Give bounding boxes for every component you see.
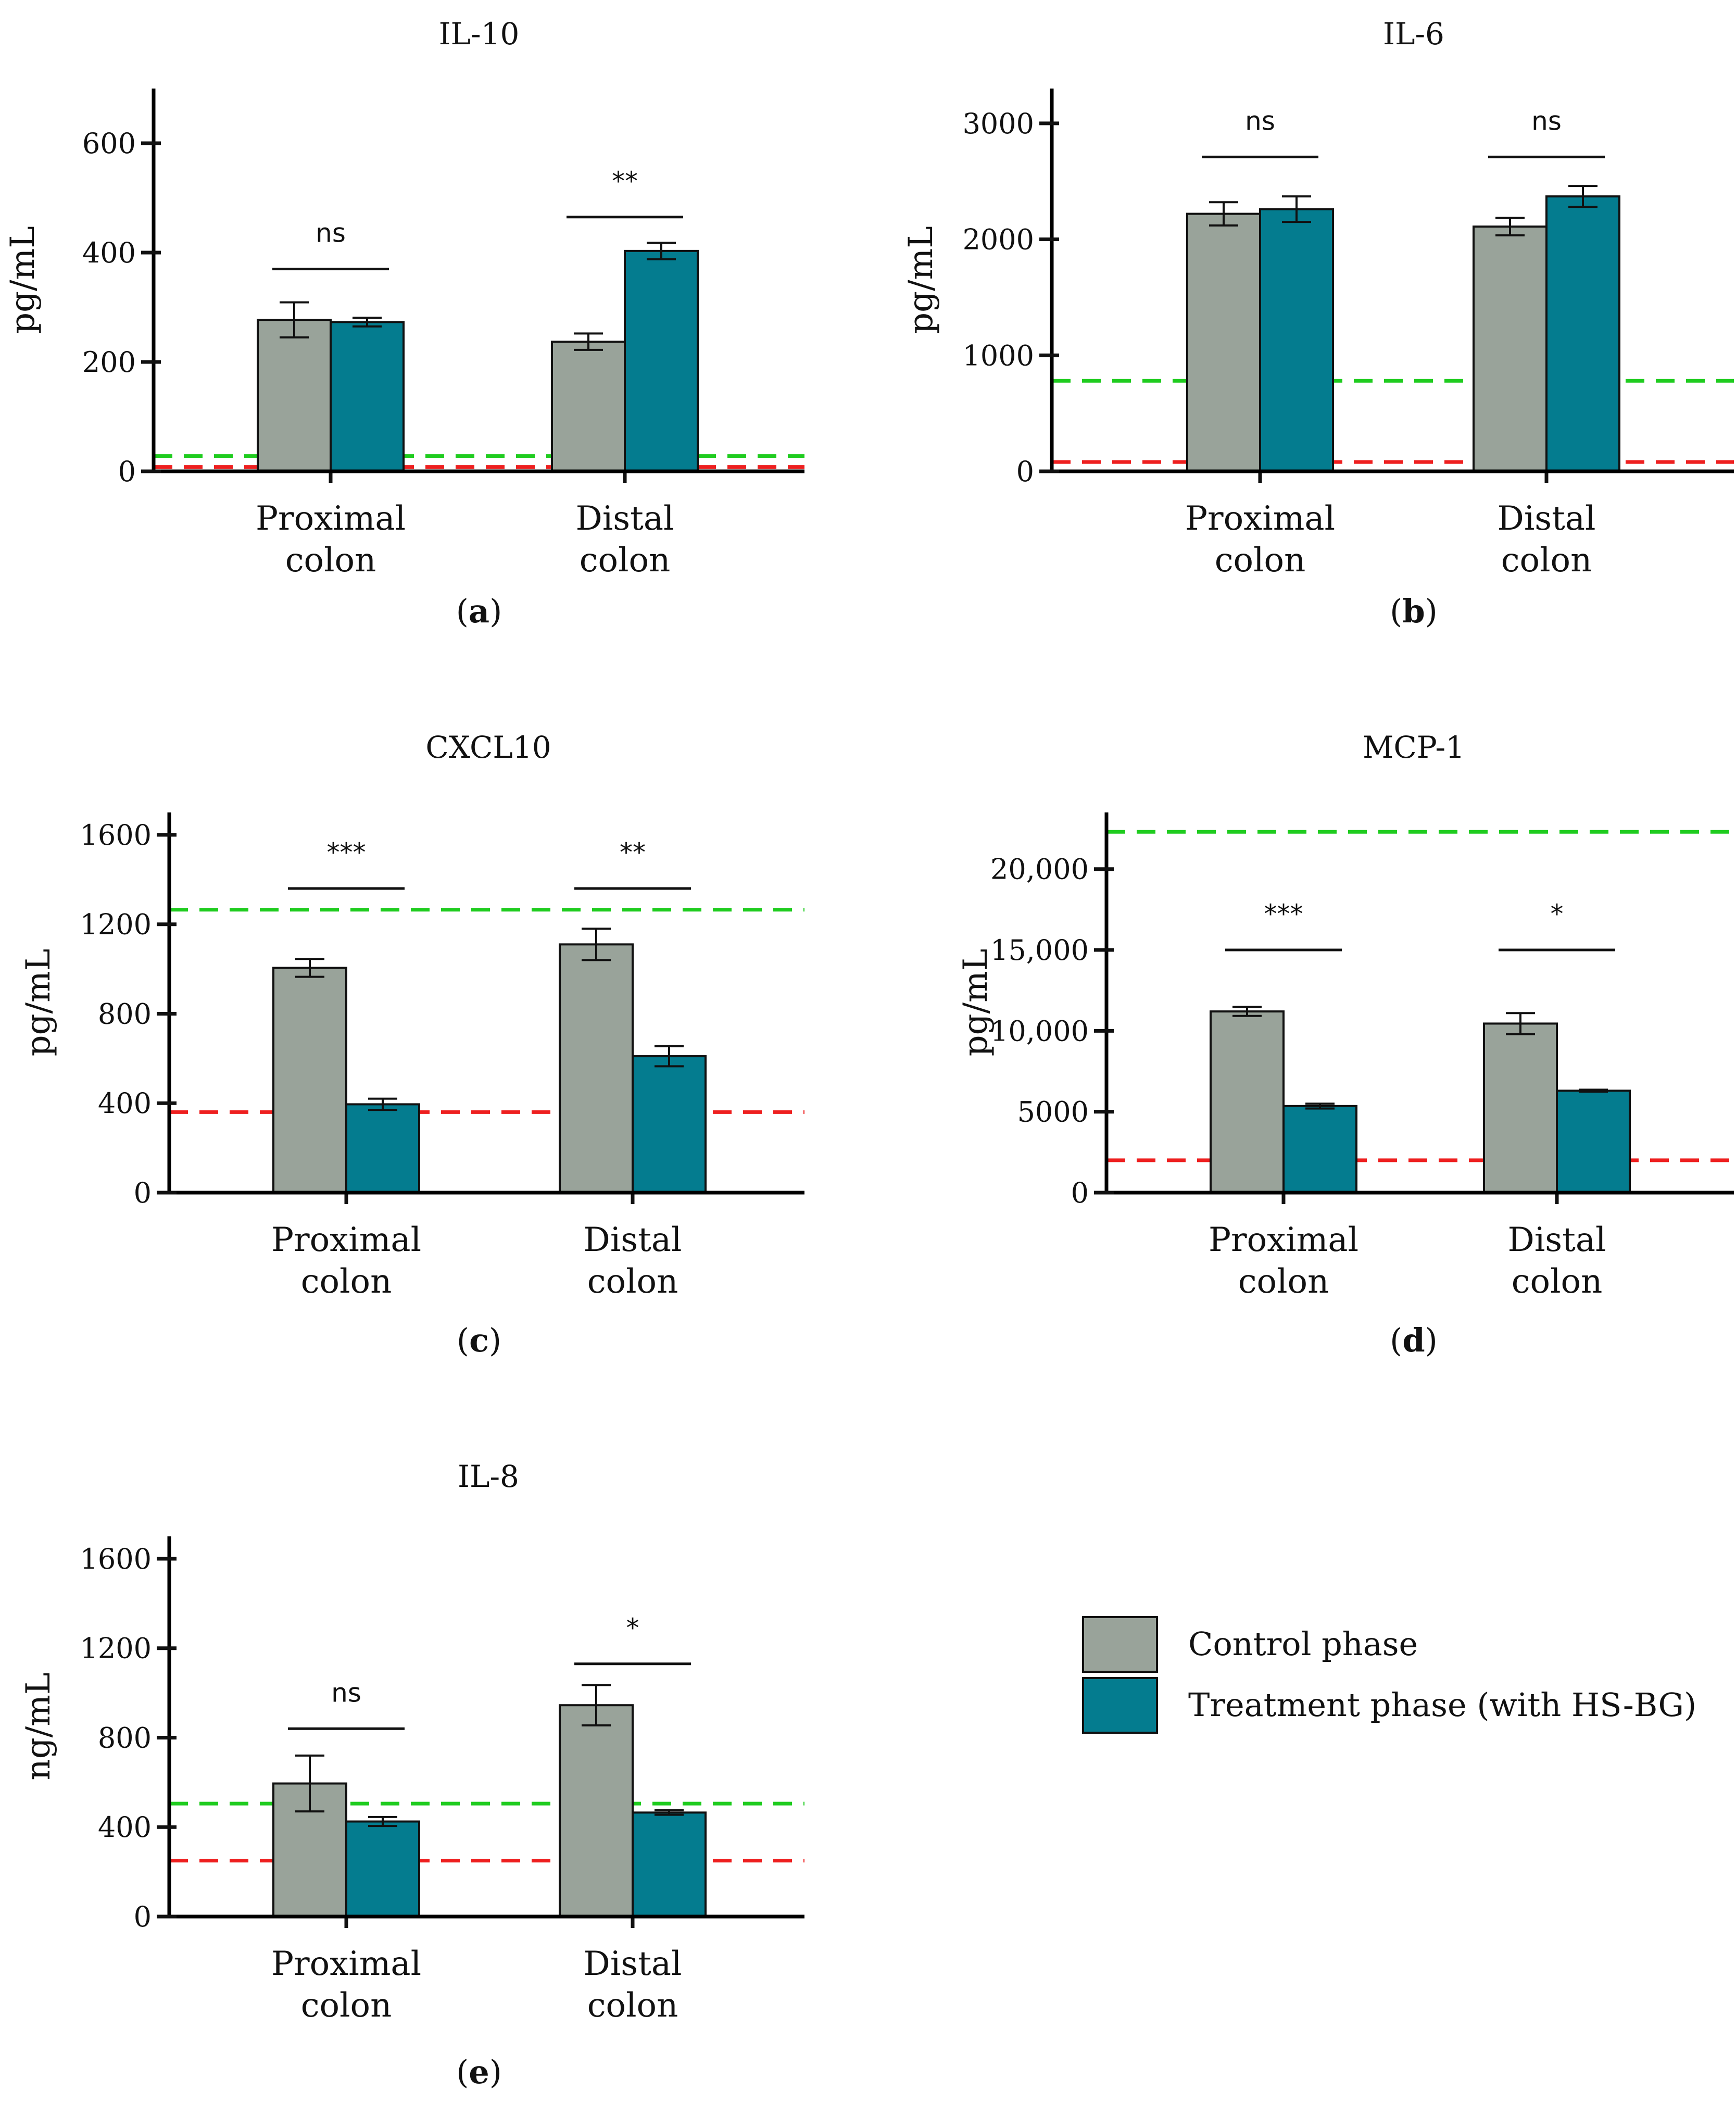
y-tick-label: 200: [82, 346, 136, 379]
bar-treatment-distal: [1556, 1090, 1631, 1194]
bar-control-proximal: [1186, 212, 1261, 472]
chart-panel-b: IL-6pg/mLnsProximalcolonnsDistalcolon010…: [902, 16, 1734, 630]
y-tick-label: 5000: [1017, 1096, 1089, 1129]
bar-control-distal: [559, 1704, 634, 1918]
y-axis-label: pg/mL: [902, 226, 940, 334]
chart-title: IL-6: [1383, 16, 1444, 52]
bar-control-distal: [551, 341, 626, 473]
significance-label: *: [626, 1613, 639, 1643]
legend-swatch-treatment: [1082, 1677, 1158, 1734]
panel-label: (a): [456, 592, 502, 630]
significance-label: **: [620, 837, 646, 868]
panel-label: (e): [456, 2053, 502, 2091]
chart-panel-c: CXCL10pg/mL***Proximalcolon**Distalcolon…: [19, 730, 804, 1359]
legend-label-control: Control phase: [1188, 1625, 1418, 1663]
y-tick-label: 10,000: [990, 1015, 1089, 1047]
x-tick-label: colon: [587, 1986, 678, 2025]
x-tick-label: Proximal: [1185, 499, 1335, 538]
legend-label-treatment: Treatment phase (with HS-BG): [1188, 1686, 1696, 1724]
y-tick-label: 1000: [963, 339, 1034, 372]
x-tick-label: colon: [580, 541, 671, 580]
y-tick-label: 400: [82, 236, 136, 269]
x-tick-label: Distal: [1498, 499, 1596, 538]
x-tick-label: colon: [1238, 1262, 1329, 1301]
x-tick-label: colon: [301, 1986, 392, 2025]
significance-label: ns: [1245, 106, 1275, 136]
y-tick-label: 600: [82, 127, 136, 160]
x-tick-label: Proximal: [271, 1221, 421, 1259]
bar-treatment-distal: [624, 249, 699, 472]
x-tick-label: colon: [301, 1262, 392, 1301]
bar-control-distal: [559, 943, 634, 1194]
x-tick-label: Distal: [584, 1221, 682, 1259]
panel-label: (d): [1390, 1321, 1438, 1359]
x-tick-label: colon: [1512, 1262, 1603, 1301]
x-tick-label: colon: [587, 1262, 678, 1301]
y-tick-label: 15,000: [990, 934, 1089, 967]
legend: Control phase Treatment phase (with HS-BG…: [1082, 1616, 1696, 1734]
x-tick-label: colon: [285, 541, 376, 580]
x-tick-label: Proximal: [271, 1945, 421, 1983]
significance-label: ns: [1531, 106, 1562, 136]
bar-treatment-distal: [1545, 195, 1620, 472]
chart-title: MCP-1: [1363, 730, 1465, 765]
chart-panel-d: MCP-1pg/mL***Proximalcolon*Distalcolon05…: [957, 730, 1734, 1359]
bar-control-proximal: [257, 319, 332, 473]
bar-treatment-distal: [632, 1811, 707, 1918]
y-tick-label: 0: [1071, 1176, 1089, 1209]
y-axis-label: pg/mL: [19, 949, 58, 1057]
x-tick-label: Proximal: [256, 499, 406, 538]
y-tick-label: 0: [134, 1900, 152, 1933]
bar-control-distal: [1483, 1022, 1558, 1194]
bar-treatment-proximal: [330, 321, 405, 472]
significance-label: **: [612, 166, 638, 196]
y-tick-label: 400: [98, 1087, 152, 1120]
y-tick-label: 0: [134, 1176, 152, 1209]
y-tick-label: 2000: [963, 223, 1034, 256]
significance-label: ns: [316, 218, 346, 248]
chart-title: IL-8: [458, 1459, 519, 1494]
y-tick-label: 0: [1016, 455, 1034, 488]
x-tick-label: Distal: [576, 499, 674, 538]
bar-control-proximal: [1210, 1010, 1285, 1194]
x-tick-label: Proximal: [1209, 1221, 1358, 1259]
bar-control-distal: [1473, 226, 1548, 472]
y-tick-label: 20,000: [990, 853, 1089, 886]
significance-label: ns: [331, 1678, 361, 1708]
bar-treatment-proximal: [1259, 208, 1334, 472]
y-tick-label: 400: [98, 1811, 152, 1844]
y-tick-label: 1600: [80, 1543, 152, 1575]
bar-treatment-distal: [632, 1055, 707, 1194]
y-axis-label: pg/mL: [957, 949, 995, 1057]
bar-treatment-proximal: [345, 1103, 420, 1194]
y-axis-label: pg/mL: [4, 226, 42, 334]
legend-swatch-control: [1082, 1616, 1158, 1673]
chart-title: IL-10: [439, 16, 520, 52]
y-tick-label: 1600: [80, 819, 152, 852]
significance-label: *: [1551, 899, 1564, 929]
y-axis-label: ng/mL: [19, 1673, 58, 1781]
y-tick-label: 800: [98, 997, 152, 1030]
y-tick-label: 0: [118, 455, 136, 488]
bar-control-proximal: [272, 967, 347, 1194]
significance-label: ***: [1264, 899, 1303, 929]
bar-treatment-proximal: [345, 1820, 420, 1918]
bar-treatment-proximal: [1282, 1105, 1357, 1194]
y-tick-label: 800: [98, 1721, 152, 1754]
y-tick-label: 1200: [80, 1632, 152, 1665]
x-tick-label: colon: [1501, 541, 1592, 580]
x-tick-label: Distal: [584, 1945, 682, 1983]
x-tick-label: colon: [1215, 541, 1306, 580]
panel-label: (c): [457, 1321, 501, 1359]
y-tick-label: 1200: [80, 908, 152, 941]
chart-panel-e: IL-8ng/mL nsProximalcolon*Distalcolon0400…: [19, 1459, 804, 2091]
x-tick-label: Distal: [1508, 1221, 1606, 1259]
chart-title: CXCL10: [425, 730, 551, 765]
y-tick-label: 3000: [963, 107, 1034, 140]
significance-label: ***: [327, 837, 366, 868]
panel-label: (b): [1390, 592, 1438, 630]
